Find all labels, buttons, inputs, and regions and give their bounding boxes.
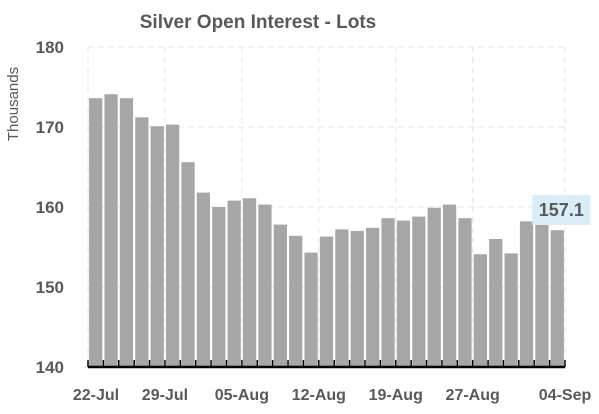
bar	[366, 227, 380, 367]
bar	[242, 198, 257, 367]
bar	[473, 254, 487, 367]
x-tick-label: 04-Sep	[539, 387, 592, 404]
bar	[335, 229, 349, 367]
x-tick-label: 19-Aug	[369, 387, 423, 404]
bar	[427, 207, 441, 367]
bar	[504, 253, 518, 367]
y-tick-label: 150	[36, 278, 64, 297]
chart-title: Silver Open Interest - Lots	[140, 12, 377, 33]
y-tick-label: 140	[36, 358, 64, 377]
bar	[458, 218, 472, 367]
y-axis-label: Thousands	[5, 67, 22, 141]
bar	[212, 207, 226, 367]
x-tick-label: 22-Jul	[73, 387, 119, 404]
bar	[104, 94, 118, 367]
data-label: 157.1	[539, 200, 584, 220]
data-label-background	[532, 195, 591, 225]
bar	[350, 231, 364, 367]
bar	[196, 192, 211, 367]
x-tick-label: 12-Aug	[292, 387, 346, 404]
bar	[442, 204, 457, 367]
y-tick-labels: 140 150 160 170 180	[36, 38, 64, 377]
bar	[273, 224, 287, 367]
bar	[381, 218, 395, 367]
bar	[304, 252, 318, 367]
x-tick-label: 27-Aug	[446, 387, 500, 404]
bar	[319, 236, 334, 367]
bar	[166, 124, 180, 367]
bar	[412, 216, 426, 367]
x-tick-label: 05-Aug	[215, 387, 269, 404]
bar	[181, 162, 195, 367]
bar	[289, 235, 303, 367]
bars	[89, 94, 564, 368]
bar	[135, 117, 149, 368]
bar	[550, 230, 564, 367]
bar	[396, 220, 411, 367]
bar	[119, 98, 134, 367]
x-tick-label: 29-Jul	[142, 387, 188, 404]
y-tick-label: 170	[36, 118, 64, 137]
bar	[535, 223, 549, 367]
y-tick-label: 180	[36, 38, 64, 57]
bar	[150, 126, 164, 367]
y-tick-label: 160	[36, 198, 64, 217]
bar	[519, 221, 534, 367]
bar	[489, 239, 503, 367]
bar	[89, 98, 103, 367]
bar	[227, 200, 241, 367]
x-axis: 22-Jul 29-Jul 05-Aug 12-Aug 19-Aug 27-Aug 04-S…	[73, 360, 592, 404]
bar	[258, 204, 272, 367]
data-label-group: 157.1	[532, 195, 591, 225]
